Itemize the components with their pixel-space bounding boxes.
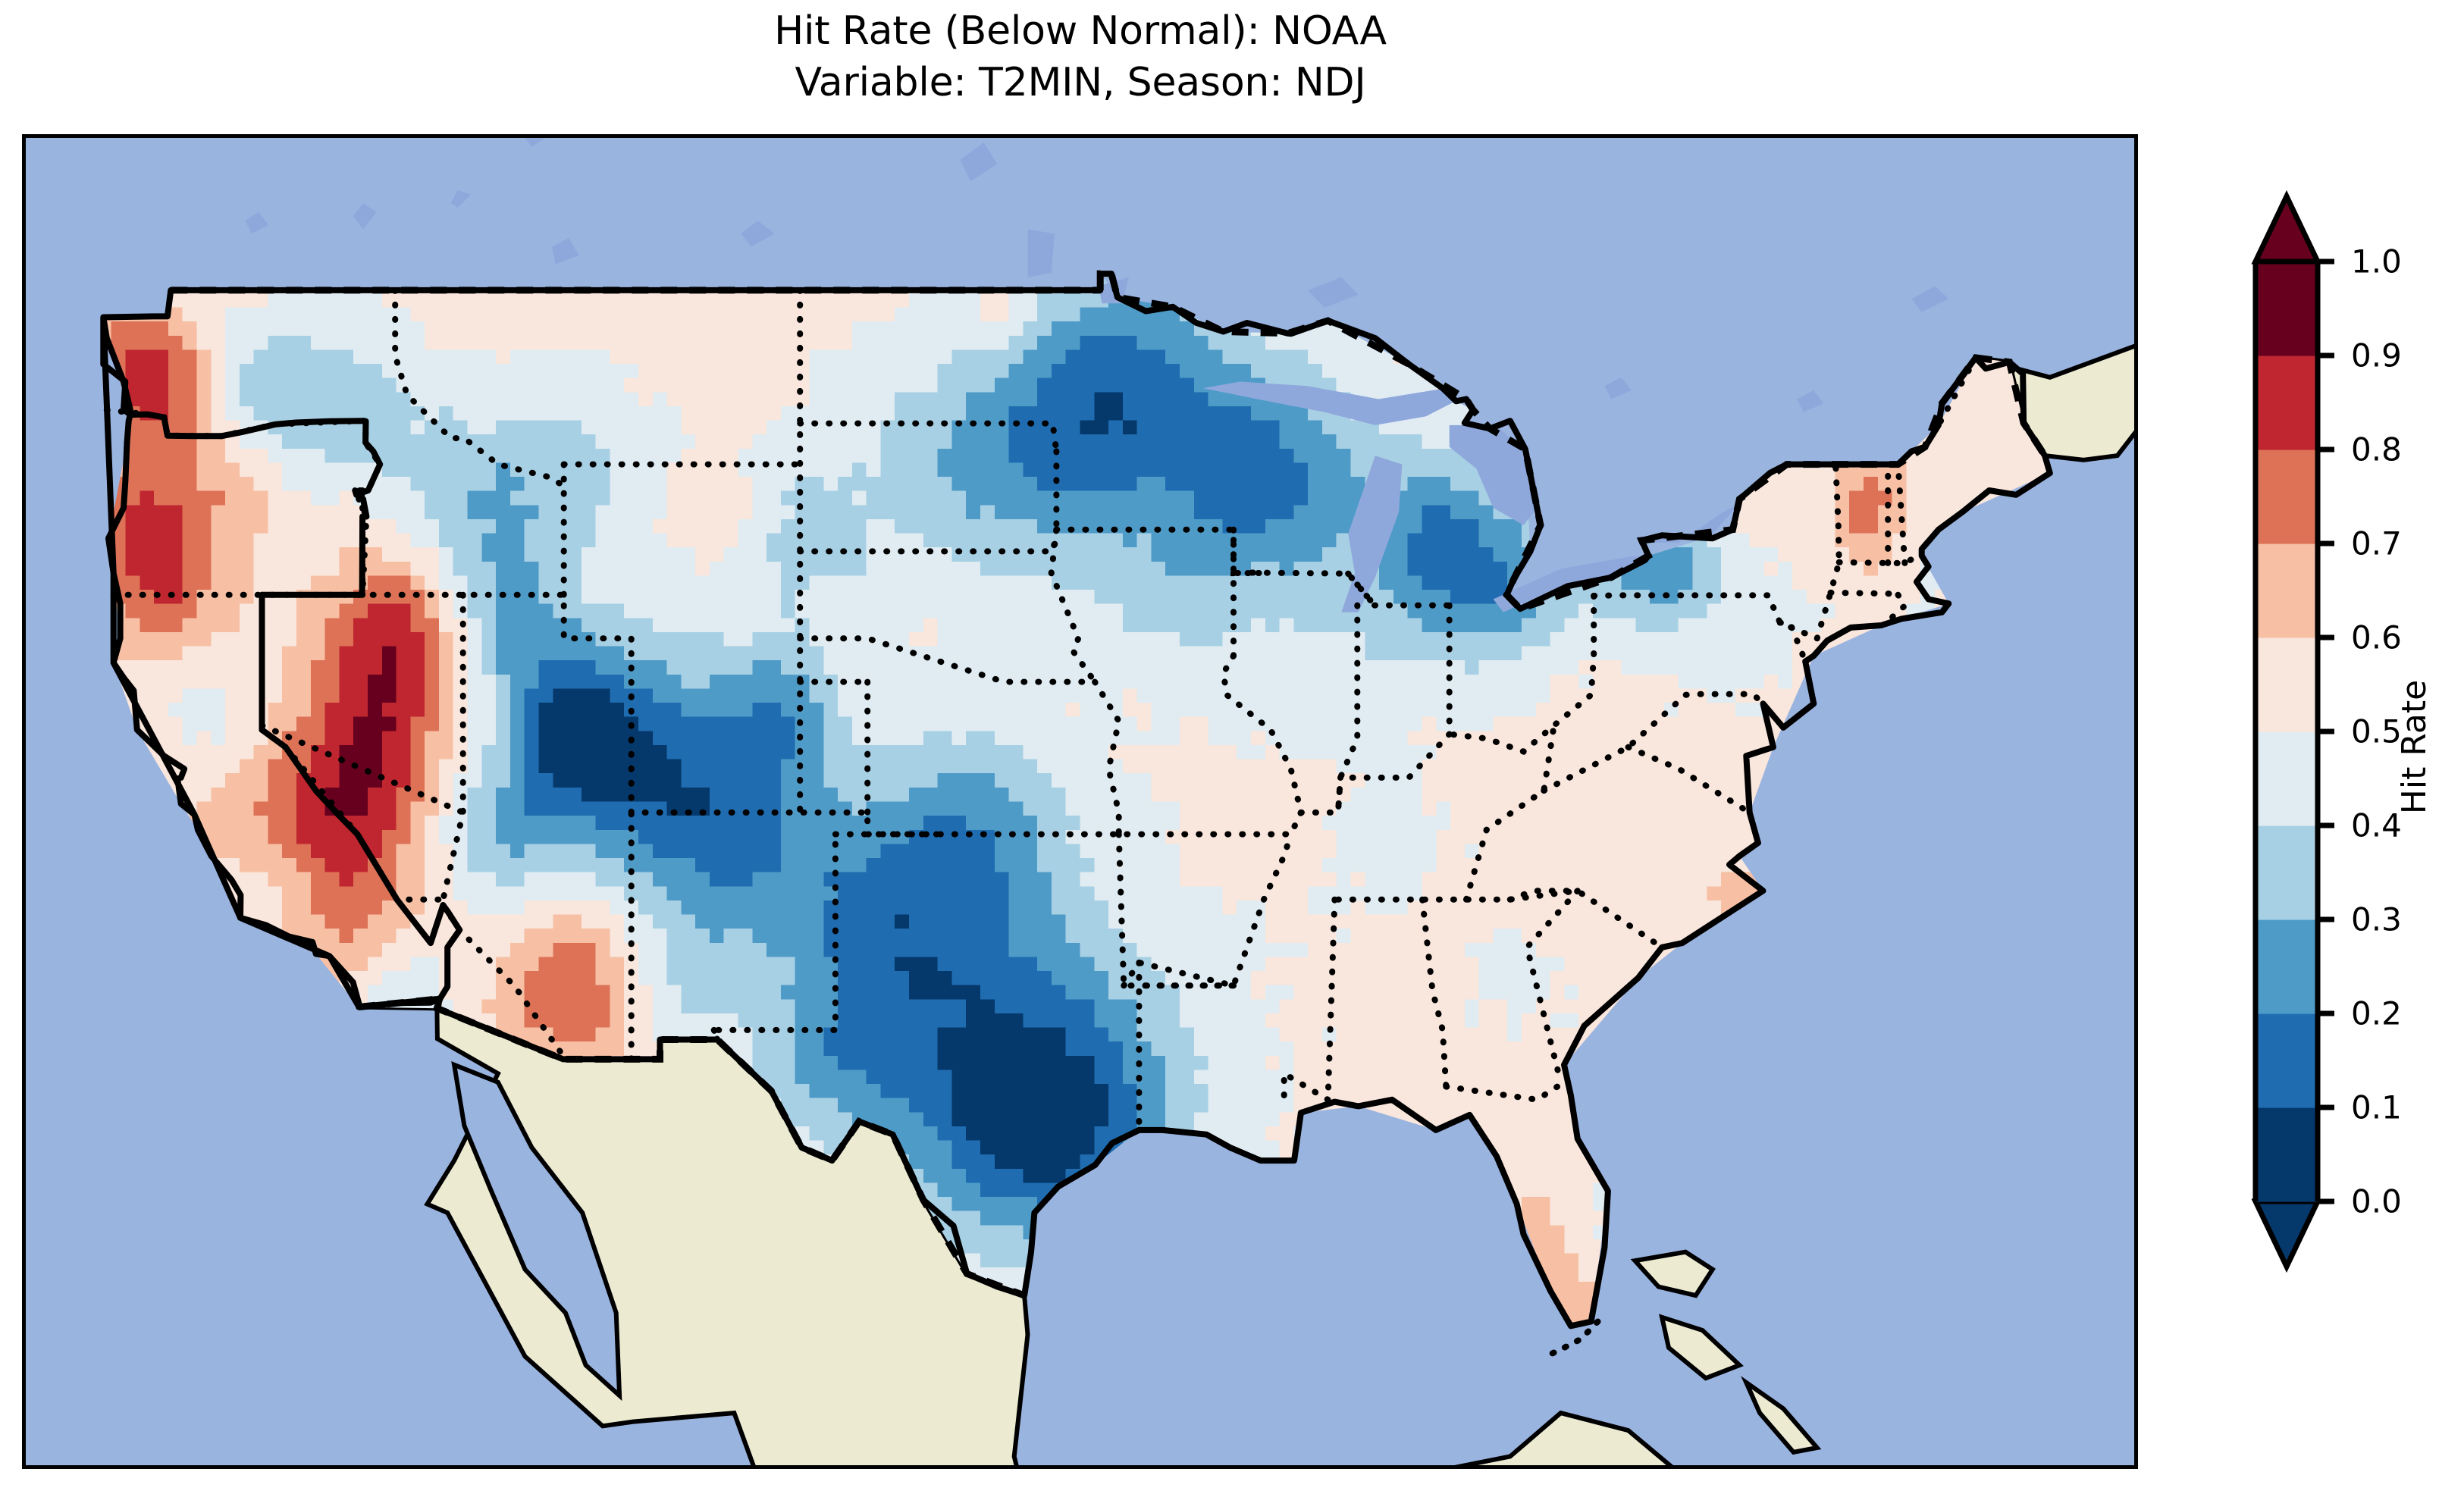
state-border: [1297, 774, 1343, 816]
lake-polygon: [1027, 229, 1055, 277]
lake-polygon: [1911, 286, 1949, 312]
state-border: [1249, 569, 1378, 609]
state-border: [1541, 691, 1766, 794]
bahamas-island: [1659, 1314, 1744, 1381]
colorbar-band: [2256, 1107, 2318, 1202]
state-border: [1281, 1068, 1331, 1112]
state-border: [1776, 619, 1794, 627]
colorbar-tick-labels: 1.0 0.9 0.8 0.7 0.6 0.5 0.4 0.3 0.2 0.1 0.0: [2334, 196, 2463, 1267]
state-border: [1048, 526, 1099, 685]
map-panel[interactable]: [22, 134, 2138, 1469]
lake-polygon: [1797, 390, 1824, 412]
cuba-landmass: [1454, 1410, 1674, 1465]
colorbar-tick-label: 0.7: [2351, 525, 2402, 562]
colorbar-tick-label: 0.1: [2351, 1088, 2402, 1126]
state-border: [392, 287, 567, 490]
state-border: [1895, 461, 1908, 566]
lake-polygon: [960, 142, 998, 182]
colorbar-tick-label: 0.6: [2351, 619, 2402, 656]
state-border: [797, 526, 1060, 555]
colorbar-band: [2256, 825, 2318, 920]
colorbar-band: [2256, 637, 2318, 732]
gulf-of-california: [451, 1061, 622, 1402]
lake-polygon: [353, 203, 377, 230]
lake-polygon: [525, 138, 546, 147]
state-border: [1220, 653, 1304, 816]
florida-keys: [1547, 1318, 1601, 1358]
lake-polygon: [1604, 377, 1632, 399]
state-border: [1827, 589, 1901, 598]
colorbar-under-arrow: [2251, 1198, 2322, 1273]
us-coastline: [100, 271, 2053, 1330]
state-border: [1814, 461, 1842, 642]
state-border: [710, 1026, 721, 1043]
colorbar-band: [2256, 543, 2318, 638]
state-border: [1115, 831, 1237, 989]
colorbar[interactable]: 1.0 0.9 0.8 0.7 0.6 0.5 0.4 0.3 0.2 0.1 0.0: [2251, 189, 2402, 1273]
state-border: [1463, 722, 1557, 903]
state-border: [1092, 678, 1122, 838]
lake-polygon: [450, 189, 472, 208]
state-border: [797, 420, 1060, 455]
bahamas-island: [1741, 1376, 1822, 1455]
lake-polygon: [741, 221, 775, 247]
lake-polygon: [1202, 381, 1460, 425]
colorbar-tick-label: 0.2: [2351, 994, 2402, 1032]
colorbar-band: [2256, 731, 2318, 826]
colorbar-band: [2256, 449, 2318, 544]
coastline-layer: [100, 271, 2053, 1358]
colorbar-tick-label: 0.0: [2351, 1182, 2402, 1220]
bahamas-island: [1630, 1249, 1716, 1298]
colorbar-tick-label: 0.9: [2351, 337, 2402, 374]
state-border: [1121, 831, 1294, 990]
state-border: [1324, 896, 1338, 1103]
colorbar-band: [2256, 262, 2318, 356]
lake-polygon: [1449, 424, 1538, 525]
state-border: [1337, 731, 1453, 781]
state-border: [1443, 1079, 1567, 1103]
colorbar-tick-label: 0.5: [2351, 713, 2402, 750]
colorbar-tick-label: 0.8: [2351, 431, 2402, 468]
lake-polygon: [245, 211, 269, 234]
colorbar-band: [2256, 355, 2318, 450]
state-border: [1230, 526, 1261, 577]
state-border: [1881, 591, 1909, 628]
colorbar-band: [2256, 919, 2318, 1014]
colorbar-axis-label-text: Hit Rate: [2395, 679, 2434, 815]
map-canvas: [26, 138, 2134, 1465]
state-border: [1115, 809, 1304, 838]
state-border: [1419, 896, 1450, 1090]
colorbar-axis-label: Hit Rate: [2381, 0, 2449, 1494]
state-border: [1625, 744, 1753, 816]
page-title: Hit Rate (Below Normal): NOAA Variable: …: [774, 8, 1387, 105]
colorbar-band: [2256, 1013, 2318, 1108]
lake-polygon: [1341, 456, 1403, 612]
canada-landmass: [1975, 138, 2134, 462]
colorbar-swatches: [2251, 189, 2334, 1273]
colorbar-tick-label: 1.0: [2351, 243, 2402, 280]
state-border: [1230, 569, 1256, 577]
colorbar-tick-label: 0.4: [2351, 807, 2402, 844]
lake-polygon: [552, 238, 579, 265]
colorbar-over-arrow: [2251, 189, 2322, 265]
state-border: [710, 831, 839, 1043]
state-border: [1334, 888, 1666, 951]
state-border: [1835, 553, 1920, 566]
lake-polygon: [1307, 277, 1359, 308]
colorbar-tick-label: 0.3: [2351, 900, 2402, 938]
state-border: [1446, 593, 1597, 756]
